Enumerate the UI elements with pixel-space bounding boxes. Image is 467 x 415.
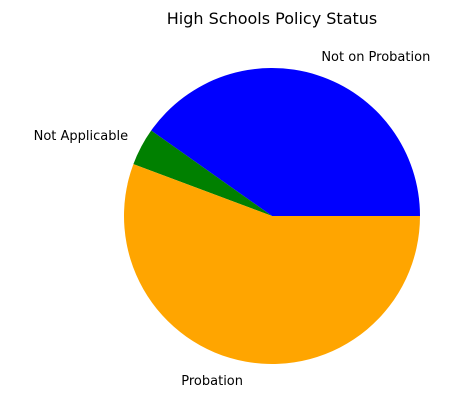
pie-slices: [124, 67, 420, 364]
chart-title: High Schools Policy Status: [167, 9, 378, 28]
pie-slice-not-applicable: [133, 130, 272, 216]
pie-label-not-on-probation: Not on Probation: [321, 50, 430, 65]
pie-slice-not-on-probation: [151, 67, 420, 216]
pie-label-probation: Probation: [181, 374, 243, 389]
pie-label-not-applicable: Not Applicable: [34, 129, 129, 144]
pie-slice-probation: [124, 164, 420, 364]
pie-labels: Not on Probation Not Applicable Probation: [34, 50, 431, 389]
